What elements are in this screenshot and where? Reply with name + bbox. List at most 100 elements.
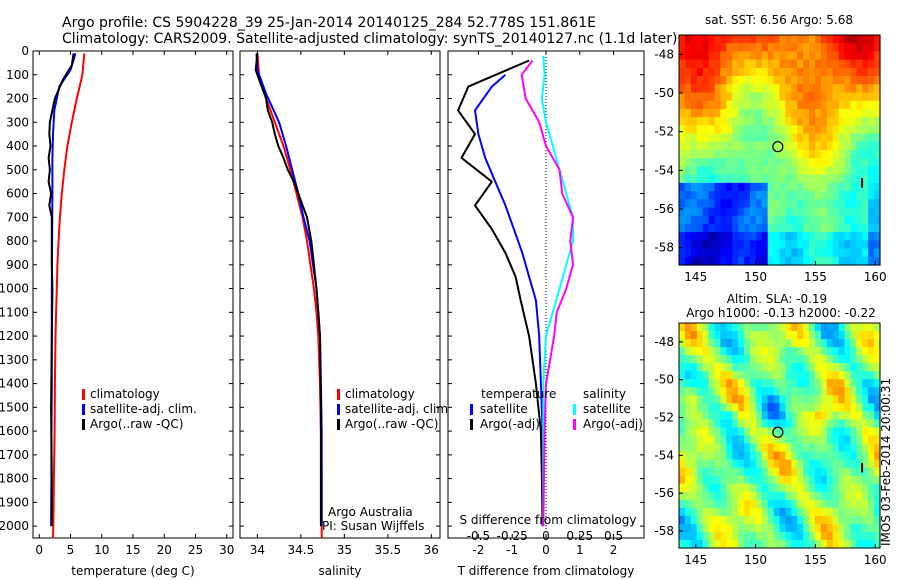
x-tick-label: 155 bbox=[804, 270, 827, 284]
map-cell bbox=[767, 419, 775, 429]
map-cell bbox=[791, 35, 798, 44]
map-cell bbox=[785, 363, 792, 372]
map-cell bbox=[809, 515, 816, 525]
map-cell bbox=[761, 443, 769, 453]
map-cell bbox=[809, 51, 816, 61]
legend-label: Argo(-adj) bbox=[583, 417, 643, 431]
map-cell bbox=[785, 395, 792, 404]
map-cell bbox=[832, 191, 840, 200]
map-cell bbox=[809, 207, 816, 217]
map-cell bbox=[738, 199, 745, 209]
map-cell bbox=[850, 427, 857, 437]
map-cell bbox=[732, 125, 739, 135]
map-cell bbox=[862, 158, 869, 168]
map-cell bbox=[714, 339, 721, 348]
map-cell bbox=[862, 125, 869, 135]
map-cell bbox=[838, 248, 846, 258]
map-cell bbox=[761, 150, 769, 159]
map-cell bbox=[785, 483, 792, 493]
map-cell bbox=[738, 92, 745, 102]
map-cell bbox=[838, 108, 846, 118]
map-cell bbox=[720, 507, 727, 517]
map-cell bbox=[779, 256, 787, 266]
map-cell bbox=[826, 215, 834, 225]
map-cell bbox=[773, 355, 781, 364]
map-cell bbox=[785, 248, 792, 258]
map-cell bbox=[779, 443, 787, 453]
map-cell bbox=[755, 125, 763, 135]
map-cell bbox=[844, 387, 852, 396]
map-cell bbox=[744, 331, 751, 340]
map-cell bbox=[773, 174, 781, 184]
map-cell bbox=[755, 158, 763, 168]
map-cell bbox=[679, 191, 686, 200]
map-cell bbox=[838, 387, 846, 396]
map-cell bbox=[726, 84, 733, 94]
map-cell bbox=[690, 403, 698, 412]
map-cell bbox=[844, 531, 852, 541]
map-cell bbox=[820, 232, 828, 241]
map-cell bbox=[732, 84, 739, 94]
map-cell bbox=[826, 371, 834, 380]
map-cell bbox=[803, 174, 810, 184]
map-cell bbox=[702, 531, 710, 541]
map-cell bbox=[797, 355, 804, 364]
map-cell bbox=[732, 331, 739, 340]
map-cell bbox=[738, 403, 745, 412]
map-cell bbox=[744, 323, 751, 332]
map-cell bbox=[809, 256, 816, 266]
map-cell bbox=[773, 35, 781, 44]
map-cell bbox=[826, 166, 834, 176]
map-cell bbox=[738, 59, 745, 69]
map-cell bbox=[726, 125, 733, 135]
map-cell bbox=[726, 256, 733, 266]
map-cell bbox=[732, 133, 739, 143]
map-cell bbox=[850, 256, 857, 266]
map-cell bbox=[874, 499, 881, 509]
map-cell bbox=[820, 166, 828, 176]
map-cell bbox=[732, 108, 739, 118]
map-cell bbox=[797, 150, 804, 159]
map-cell bbox=[696, 191, 704, 200]
map-cell bbox=[761, 117, 769, 126]
map-cell bbox=[732, 443, 739, 453]
x-tick-label: 145 bbox=[684, 553, 707, 567]
map-cell bbox=[767, 355, 775, 364]
y-tick-label: -58 bbox=[654, 241, 674, 255]
map-cell bbox=[838, 451, 846, 461]
map-cell bbox=[838, 363, 846, 372]
map-cell bbox=[856, 174, 863, 184]
map-cell bbox=[797, 499, 804, 509]
map-cell bbox=[726, 499, 733, 509]
map-cell bbox=[868, 419, 875, 429]
map-cell bbox=[702, 475, 710, 485]
map-cell bbox=[684, 158, 692, 168]
map-cell bbox=[850, 133, 857, 143]
map-cell bbox=[679, 435, 686, 445]
map-cell bbox=[844, 67, 852, 77]
map-cell bbox=[679, 539, 686, 549]
map-cell bbox=[714, 403, 721, 412]
map-cell bbox=[767, 240, 775, 250]
map-cell bbox=[803, 467, 810, 477]
map-cell bbox=[726, 182, 733, 192]
map-cell bbox=[844, 467, 852, 477]
map-cell bbox=[856, 76, 863, 85]
map-cell bbox=[844, 355, 852, 364]
map-cell bbox=[708, 523, 716, 533]
map-cell bbox=[679, 363, 686, 372]
map-cell bbox=[779, 215, 787, 225]
map-cell bbox=[797, 419, 804, 429]
map-cell bbox=[708, 256, 716, 266]
map-cell bbox=[744, 67, 751, 77]
map-cell bbox=[779, 92, 787, 102]
map-cell bbox=[684, 191, 692, 200]
map-cell bbox=[862, 499, 869, 509]
y-tick-label: -48 bbox=[654, 335, 674, 349]
map-cell bbox=[826, 387, 834, 396]
map-cell bbox=[832, 248, 840, 258]
map-cell bbox=[708, 499, 716, 509]
map-cell bbox=[820, 207, 828, 217]
y-tick-label: 1900 bbox=[0, 495, 29, 509]
map-cell bbox=[690, 427, 698, 437]
